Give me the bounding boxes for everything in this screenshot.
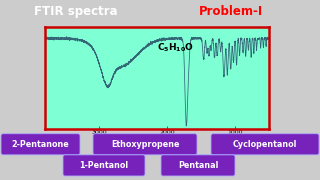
Text: Problem-I: Problem-I — [198, 5, 263, 18]
Text: 2-Pentanone: 2-Pentanone — [12, 140, 69, 149]
Text: Pentanal: Pentanal — [178, 161, 218, 170]
FancyBboxPatch shape — [161, 155, 235, 176]
FancyBboxPatch shape — [211, 134, 319, 155]
FancyBboxPatch shape — [1, 134, 80, 155]
FancyBboxPatch shape — [63, 155, 145, 176]
Text: FTIR spectra: FTIR spectra — [34, 5, 122, 18]
FancyBboxPatch shape — [93, 134, 197, 155]
Text: 1-Pentanol: 1-Pentanol — [79, 161, 129, 170]
Text: $\mathdefault{C_5H_{10}O}$: $\mathdefault{C_5H_{10}O}$ — [157, 41, 194, 54]
Text: Cyclopentanol: Cyclopentanol — [233, 140, 297, 149]
Text: Ethoxypropene: Ethoxypropene — [111, 140, 179, 149]
